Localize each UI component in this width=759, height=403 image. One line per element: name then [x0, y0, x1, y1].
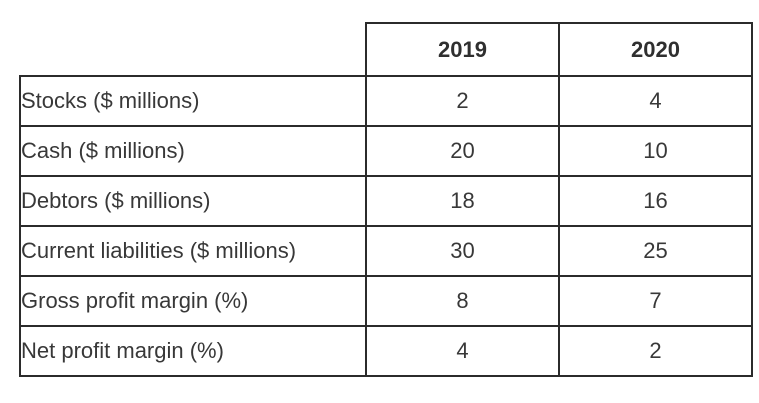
value-cell-2020: 25 [558, 225, 753, 277]
value-cell-2020: 16 [558, 175, 753, 227]
year-header-2019: 2019 [365, 22, 560, 77]
row-label: Cash ($ millions) [19, 125, 367, 177]
row-label: Debtors ($ millions) [19, 175, 367, 227]
value-cell-2019: 2 [365, 75, 560, 127]
corner-cell [20, 23, 366, 76]
value-cell-2020: 7 [558, 275, 753, 327]
value-cell-2019: 20 [365, 125, 560, 177]
financial-data-table: 2019 2020 Stocks ($ millions) 2 4 Cash (… [19, 22, 753, 377]
value-cell-2020: 2 [558, 325, 753, 377]
value-cell-2019: 30 [365, 225, 560, 277]
table-row-debtors: Debtors ($ millions) 18 16 [19, 175, 753, 227]
value-cell-2019: 4 [365, 325, 560, 377]
value-cell-2019: 8 [365, 275, 560, 327]
row-label: Net profit margin (%) [19, 325, 367, 377]
table-row-gross-profit-margin: Gross profit margin (%) 8 7 [19, 275, 753, 327]
year-header-2020: 2020 [558, 22, 753, 77]
value-cell-2019: 18 [365, 175, 560, 227]
row-label: Gross profit margin (%) [19, 275, 367, 327]
table-row-current-liabilities: Current liabilities ($ millions) 30 25 [19, 225, 753, 277]
row-label: Stocks ($ millions) [19, 75, 367, 127]
table-row-stocks: Stocks ($ millions) 2 4 [19, 75, 753, 127]
value-cell-2020: 10 [558, 125, 753, 177]
header-row: 2019 2020 [20, 22, 753, 77]
table-row-net-profit-margin: Net profit margin (%) 4 2 [19, 325, 753, 377]
table-row-cash: Cash ($ millions) 20 10 [19, 125, 753, 177]
value-cell-2020: 4 [558, 75, 753, 127]
row-label: Current liabilities ($ millions) [19, 225, 367, 277]
